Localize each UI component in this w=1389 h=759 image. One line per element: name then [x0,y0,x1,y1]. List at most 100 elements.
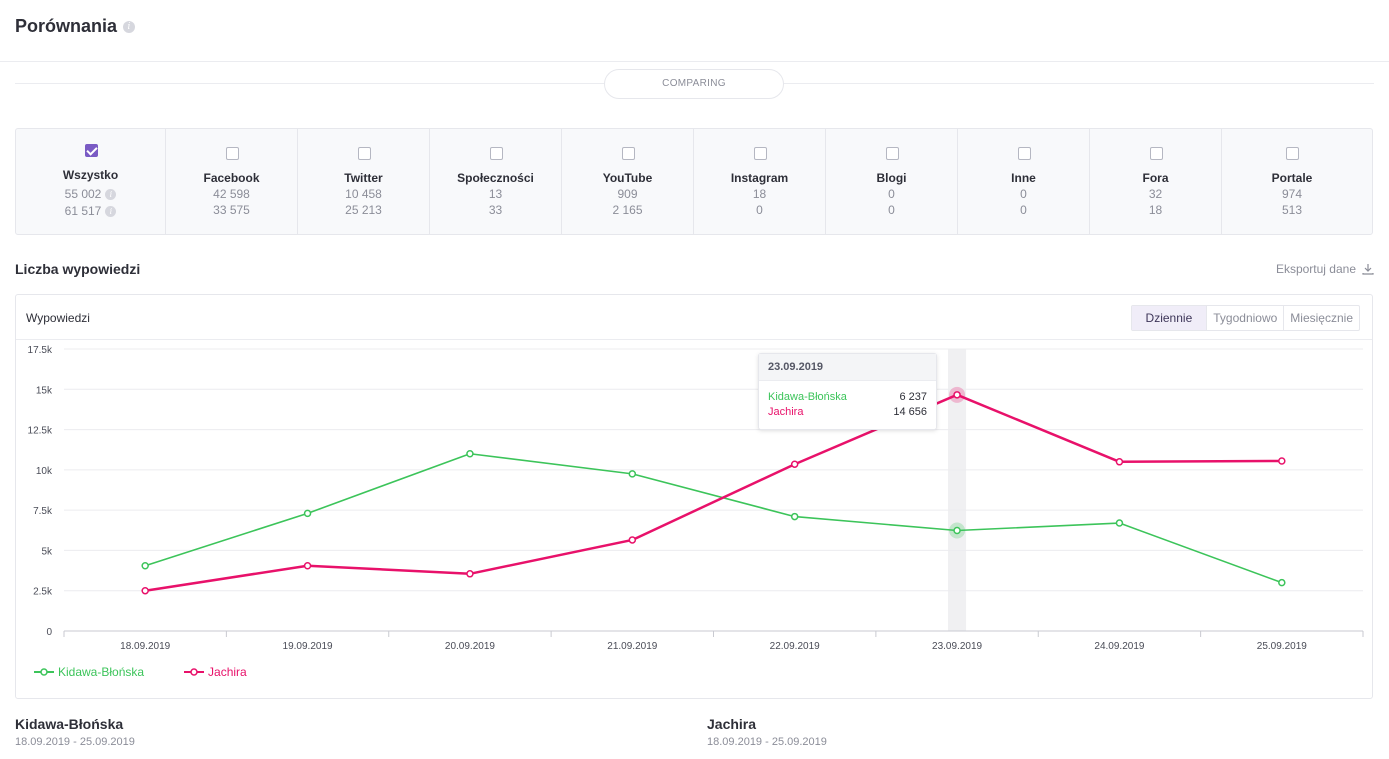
source-value-b: 18 [1148,203,1163,217]
source-value-b: 33 [488,203,503,217]
source-value-a: 32 [1148,187,1163,201]
data-point [1278,578,1286,587]
checkbox-facebook[interactable] [225,147,239,160]
source-blogi[interactable]: Blogi 0 0 [826,129,958,234]
source-value-a: 0 [1020,187,1027,201]
summary-card: Jachira 18.09.2019 - 25.09.2019 [707,716,827,748]
checkbox-twitter[interactable] [357,147,371,160]
data-point [303,561,312,570]
source-value-a: 974 [1281,187,1303,201]
source-portale[interactable]: Portale 974 513 [1222,129,1362,234]
legend-item[interactable]: Kidawa-Błońska [34,665,144,679]
source-inne[interactable]: Inne 0 0 [958,129,1090,234]
source-value-b: 33 575 [213,203,250,217]
legend-label: Jachira [208,665,247,679]
source-value-a: 0 [888,187,895,201]
checkbox-instagram[interactable] [753,147,767,160]
checkbox-portale[interactable] [1286,147,1299,160]
checkbox-all[interactable] [84,144,98,157]
data-point [466,449,474,458]
chart-legend: Kidawa-Błońska Jachira [34,665,247,679]
legend-marker-icon [184,668,205,676]
checkbox-inne[interactable] [1017,147,1031,160]
summary-card: Kidawa-Błońska 18.09.2019 - 25.09.2019 [15,716,135,748]
page-title: Porównania [15,16,118,36]
source-youtube[interactable]: YouTube 909 2 165 [562,129,694,234]
info-icon[interactable]: i [105,206,117,217]
divider [0,61,1389,62]
tooltip-row: Jachira 14 656 [768,406,927,418]
source-name: YouTube [602,171,653,185]
checkbox-spolecznosci[interactable] [489,147,503,160]
data-point [953,526,961,535]
y-tick-label: 17.5k [28,345,53,356]
x-tick-label: 22.09.2019 [770,641,820,652]
source-value-a: 909 [617,187,638,201]
x-tick-label: 18.09.2019 [120,641,170,652]
source-name: Inne [1011,171,1036,185]
source-all[interactable]: Wszystko 55 002 i 61 517 i [16,129,166,234]
chart-card: Wypowiedzi Dziennie Tygodniowo Miesięczn… [15,294,1373,699]
source-value-b: 0 [756,203,763,217]
comparing-label: COMPARING [604,69,784,99]
legend-item[interactable]: Jachira [184,665,247,679]
series-line [144,452,1283,584]
source-value-b: 2 165 [612,203,643,217]
download-icon [1362,264,1374,275]
summary-range: 18.09.2019 - 25.09.2019 [707,736,827,748]
tab-weekly[interactable]: Tygodniowo [1206,306,1283,330]
source-name: Wszystko [62,168,119,182]
source-fora[interactable]: Fora 32 18 [1090,129,1222,234]
source-name: Fora [1142,171,1169,185]
data-point [141,586,149,595]
checkbox-blogi[interactable] [885,147,899,160]
data-point [790,512,799,521]
y-tick-label: 5k [41,546,53,557]
y-tick-label: 10k [36,466,53,477]
source-filter-bar: Wszystko 55 002 i 61 517 i Facebook 42 598… [15,128,1373,235]
x-tick-label: 24.09.2019 [1094,641,1144,652]
source-instagram[interactable]: Instagram 18 0 [694,129,826,234]
chart-label: Wypowiedzi [26,311,90,325]
series-line [144,393,1282,592]
source-value-a: 42 598 [213,187,250,201]
legend-label: Kidawa-Błońska [58,665,145,679]
line-chart: 0 2.5k 5k 7.5k 10k 12.5k 15k 17.5k 18.09.2019 19.… [28,345,1364,652]
export-button[interactable]: Eksportuj dane [1276,262,1374,276]
y-tick-label: 12.5k [28,426,53,437]
data-point [1115,458,1124,466]
data-point [141,561,149,570]
section-title: Liczba wypowiedzi [15,261,141,277]
export-label: Eksportuj dane [1275,262,1356,276]
hover-band [948,349,967,631]
source-spolecznosci[interactable]: Społeczności 13 33 [430,129,562,234]
summary-range: 18.09.2019 - 25.09.2019 [15,736,135,748]
source-facebook[interactable]: Facebook 42 598 33 575 [166,129,298,234]
info-icon[interactable]: i [123,21,135,33]
data-point [466,570,474,578]
source-value-a: 13 [488,187,503,201]
tab-monthly[interactable]: Miesięcznie [1283,306,1359,330]
source-value-a: 10 458 [345,187,382,201]
source-value-b: 0 [888,203,895,217]
source-name: Portale [1271,171,1313,185]
source-twitter[interactable]: Twitter 10 458 25 213 [298,129,430,234]
tooltip-date: 23.09.2019 [759,354,936,381]
data-point [628,536,637,544]
x-tick-label: 23.09.2019 [932,641,982,652]
source-value-b: 513 [1281,203,1303,217]
checkbox-fora[interactable] [1149,147,1163,160]
y-tick-label: 0 [46,627,52,638]
source-name: Społeczności [457,171,534,185]
info-icon[interactable]: i [105,189,117,200]
period-tabs: Dziennie Tygodniowo Miesięcznie [1130,305,1360,331]
x-tick-label: 25.09.2019 [1257,641,1307,652]
tooltip-series-value: 6 237 [899,391,927,403]
tab-daily[interactable]: Dziennie [1131,306,1207,330]
source-value-b: 0 [1020,203,1027,217]
data-point [303,509,312,518]
x-tick-label: 19.09.2019 [283,641,333,652]
data-point [1115,519,1124,527]
checkbox-youtube[interactable] [621,147,635,160]
chart-header-divider [16,339,1372,340]
